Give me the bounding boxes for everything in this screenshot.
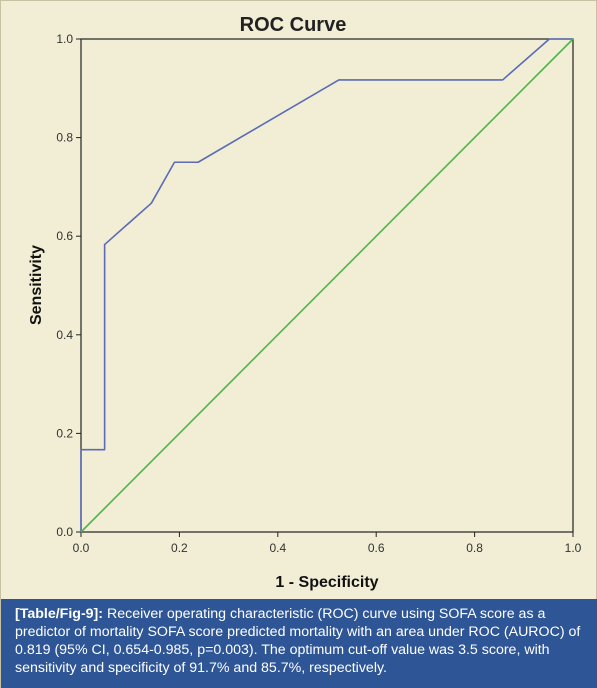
x-tick-label: 0.2 [171, 541, 188, 555]
y-tick-label: 1.0 [56, 32, 73, 46]
x-axis-label: 1 - Specificity [275, 574, 378, 591]
caption-text: Receiver operating characteristic (ROC) … [15, 606, 581, 676]
x-axis: 0.0 0.2 0.4 0.6 0.8 1.0 [73, 532, 582, 555]
roc-curve-line [80, 38, 573, 532]
x-tick-label: 1.0 [565, 541, 582, 555]
y-tick-label: 0.0 [56, 525, 73, 539]
x-tick-label: 0.6 [368, 541, 385, 555]
x-tick-label: 0.4 [269, 541, 286, 555]
x-tick-label: 0.0 [73, 541, 90, 555]
y-tick-label: 0.6 [56, 229, 73, 243]
y-axis: 0.0 0.2 0.4 0.6 0.8 1.0 [56, 32, 81, 539]
y-tick-label: 0.2 [56, 426, 73, 440]
y-axis-label: Sensitivity [28, 245, 45, 325]
y-tick-label: 0.4 [56, 328, 73, 342]
roc-chart: ROC Curve 0.00.20.40.60.81.0 0.0 0.2 0.4 0.… [28, 14, 582, 591]
x-tick-label: 0.8 [466, 541, 483, 555]
y-tick-label: 0.8 [56, 131, 73, 145]
chart-title: ROC Curve [240, 14, 347, 36]
caption-reference: [Table/Fig-9]: [15, 606, 104, 622]
plot-area [80, 38, 574, 533]
reference-diagonal-line [80, 38, 574, 533]
series-layer [80, 38, 574, 533]
figure-caption: [Table/Fig-9]: Receiver operating charac… [1, 599, 597, 688]
